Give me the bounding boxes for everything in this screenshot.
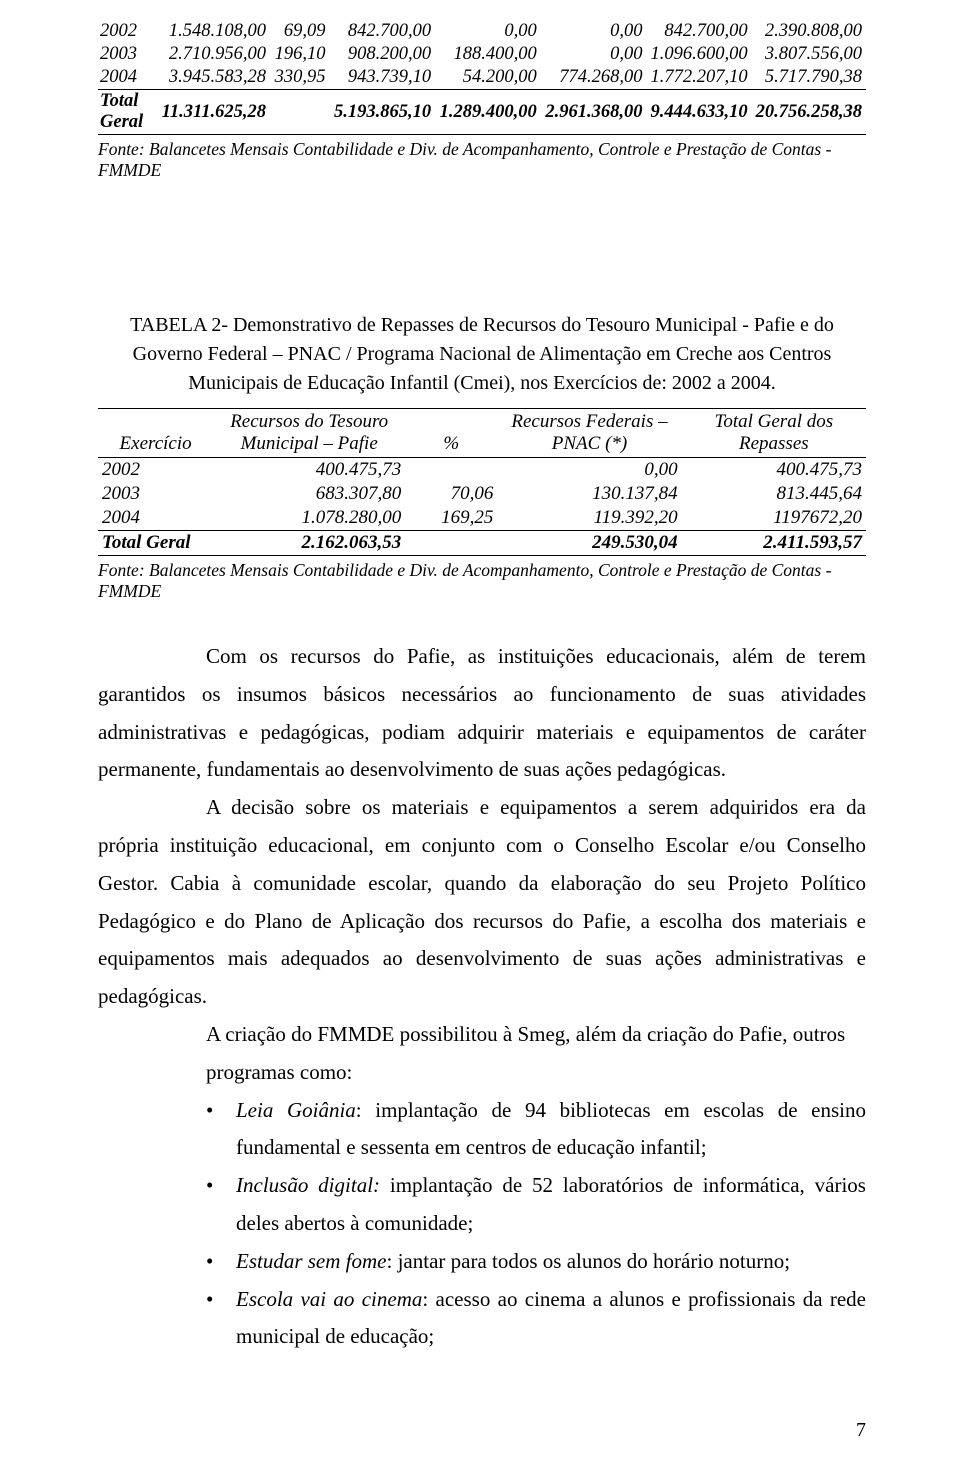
cell: Total Geral — [98, 531, 213, 556]
list-item: Inclusão digital: implantação de 52 labo… — [206, 1167, 866, 1243]
table-header-row: Exercício Recursos do Tesouro Municipal … — [98, 409, 866, 458]
cell: 400.475,73 — [682, 458, 866, 483]
cell: 0,00 — [497, 458, 681, 483]
cell: 1.289.400,00 — [435, 90, 541, 135]
cell: 2002 — [98, 20, 157, 43]
cell: 2003 — [98, 482, 213, 506]
item-term: Leia Goiânia — [236, 1098, 356, 1122]
cell: 2.390.808,00 — [752, 20, 866, 43]
cell: 9.444.633,10 — [646, 90, 751, 135]
col-header: % — [405, 409, 497, 458]
table-total-row: Total Geral 2.162.063,53 249.530,04 2.41… — [98, 531, 866, 556]
cell: 5.717.790,38 — [752, 66, 866, 90]
cell: Total Geral — [98, 90, 157, 135]
cell: 683.307,80 — [213, 482, 405, 506]
table-row: 2002 1.548.108,00 69,09 842.700,00 0,00 … — [98, 20, 866, 43]
cell: 0,00 — [541, 43, 647, 66]
table-1: 2002 1.548.108,00 69,09 842.700,00 0,00 … — [98, 20, 866, 135]
cell: 1.078.280,00 — [213, 506, 405, 531]
cell: 1.772.207,10 — [646, 66, 751, 90]
cell: 119.392,20 — [497, 506, 681, 531]
cell: 2002 — [98, 458, 213, 483]
cell: 2.411.593,57 — [682, 531, 866, 556]
cell — [405, 458, 497, 483]
page: 2002 1.548.108,00 69,09 842.700,00 0,00 … — [0, 0, 960, 1472]
cell: 20.756.258,38 — [752, 90, 866, 135]
fonte-table-2: Fonte: Balancetes Mensais Contabilidade … — [98, 560, 866, 602]
table-row: 2004 3.945.583,28 330,95 943.739,10 54.2… — [98, 66, 866, 90]
col-header: Recursos Federais – PNAC (*) — [497, 409, 681, 458]
fonte-table-1: Fonte: Balancetes Mensais Contabilidade … — [98, 139, 866, 181]
cell: 3.945.583,28 — [157, 66, 270, 90]
body-text: Com os recursos do Pafie, as instituiçõe… — [98, 638, 866, 1356]
cell: 130.137,84 — [497, 482, 681, 506]
item-term: Estudar sem fome — [236, 1249, 387, 1273]
cell: 54.200,00 — [435, 66, 541, 90]
table-row: 2003 2.710.956,00 196,10 908.200,00 188.… — [98, 43, 866, 66]
cell: 1.096.600,00 — [646, 43, 751, 66]
page-number: 7 — [856, 1419, 866, 1442]
table-total-row: Total Geral 11.311.625,28 5.193.865,10 1… — [98, 90, 866, 135]
cell — [405, 531, 497, 556]
table-row: 2004 1.078.280,00 169,25 119.392,20 1197… — [98, 506, 866, 531]
list-item: Escola vai ao cinema: acesso ao cinema a… — [206, 1281, 866, 1357]
cell: 774.268,00 — [541, 66, 647, 90]
cell: 908.200,00 — [329, 43, 435, 66]
list-item: Leia Goiânia: implantação de 94 bibliote… — [206, 1092, 866, 1168]
cell: 2.961.368,00 — [541, 90, 647, 135]
table-row: 2003 683.307,80 70,06 130.137,84 813.445… — [98, 482, 866, 506]
cell: 943.739,10 — [329, 66, 435, 90]
table-row: 2002 400.475,73 0,00 400.475,73 — [98, 458, 866, 483]
cell: 249.530,04 — [497, 531, 681, 556]
item-rest: : jantar para todos os alunos do horário… — [387, 1249, 791, 1273]
table-2: Exercício Recursos do Tesouro Municipal … — [98, 408, 866, 556]
paragraph: Com os recursos do Pafie, as instituiçõe… — [98, 638, 866, 789]
cell: 2.710.956,00 — [157, 43, 270, 66]
col-header: Exercício — [98, 409, 213, 458]
item-term: Escola vai ao cinema — [236, 1287, 422, 1311]
col-header: Recursos do Tesouro Municipal – Pafie — [213, 409, 405, 458]
col-header: Total Geral dos Repasses — [682, 409, 866, 458]
cell: 5.193.865,10 — [329, 90, 435, 135]
cell: 330,95 — [270, 66, 329, 90]
cell: 69,09 — [270, 20, 329, 43]
cell: 3.807.556,00 — [752, 43, 866, 66]
cell: 813.445,64 — [682, 482, 866, 506]
cell: 400.475,73 — [213, 458, 405, 483]
cell: 842.700,00 — [329, 20, 435, 43]
cell: 2003 — [98, 43, 157, 66]
paragraph: programas como: — [98, 1054, 866, 1092]
cell: 196,10 — [270, 43, 329, 66]
cell: 0,00 — [435, 20, 541, 43]
cell: 0,00 — [541, 20, 647, 43]
item-term: Inclusão digital: — [236, 1173, 380, 1197]
cell — [270, 90, 329, 135]
cell: 11.311.625,28 — [157, 90, 270, 135]
cell: 2004 — [98, 66, 157, 90]
cell: 2.162.063,53 — [213, 531, 405, 556]
paragraph: A criação do FMMDE possibilitou à Smeg, … — [98, 1016, 866, 1054]
tabela-2-title: TABELA 2- Demonstrativo de Repasses de R… — [98, 311, 866, 398]
bullet-list: Leia Goiânia: implantação de 94 bibliote… — [98, 1092, 866, 1357]
paragraph: A decisão sobre os materiais e equipamen… — [98, 789, 866, 1016]
cell: 2004 — [98, 506, 213, 531]
cell: 842.700,00 — [646, 20, 751, 43]
cell: 188.400,00 — [435, 43, 541, 66]
cell: 70,06 — [405, 482, 497, 506]
cell: 169,25 — [405, 506, 497, 531]
list-item: Estudar sem fome: jantar para todos os a… — [206, 1243, 866, 1281]
cell: 1197672,20 — [682, 506, 866, 531]
cell: 1.548.108,00 — [157, 20, 270, 43]
